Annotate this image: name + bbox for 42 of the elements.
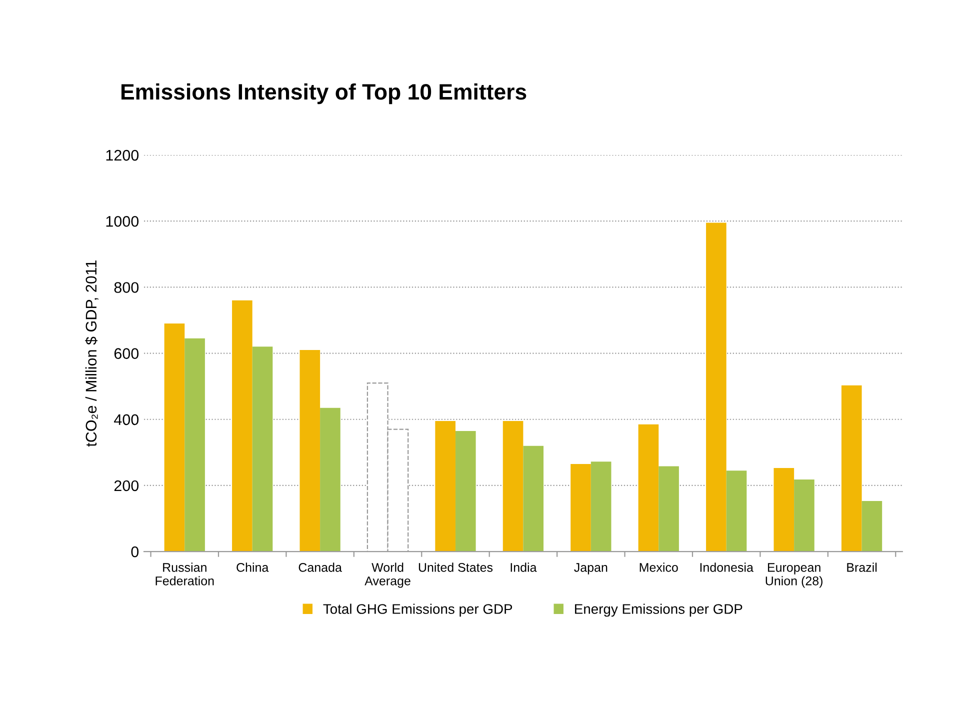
y-tick-label: 1200 <box>106 150 139 161</box>
bar <box>638 424 659 552</box>
bar <box>570 464 591 552</box>
bar <box>726 470 747 552</box>
x-tick-label: World Average <box>364 562 410 588</box>
y-tick-label: 600 <box>114 348 139 359</box>
x-tick-label: United States <box>418 562 493 572</box>
bar <box>841 385 862 552</box>
x-tick-label: China <box>236 562 269 572</box>
legend-label: Energy Emissions per GDP <box>575 604 742 617</box>
y-tick-label: 400 <box>114 414 139 426</box>
x-tick-label: Canada <box>298 562 342 572</box>
bar <box>706 222 726 552</box>
bar <box>252 346 273 552</box>
bar <box>300 350 320 552</box>
chart-title: Emissions Intensity of Top 10 Emitters <box>121 83 526 104</box>
y-tick-label: 1000 <box>106 216 139 227</box>
bar <box>658 466 679 552</box>
bar <box>862 501 882 552</box>
x-tick-label: European Union (28) <box>766 563 822 588</box>
y-tick-label: 200 <box>114 480 139 492</box>
bar <box>774 468 794 552</box>
x-tick-label: Mexico <box>640 562 678 572</box>
bar <box>794 480 814 552</box>
bar <box>523 446 544 552</box>
x-tick-label: Brazil <box>847 562 877 572</box>
bar <box>590 462 612 552</box>
bar <box>232 300 252 552</box>
x-tick-label: India <box>510 562 537 572</box>
bar <box>164 324 185 552</box>
x-tick-label: Indonesia <box>700 562 754 572</box>
bar <box>455 430 476 552</box>
x-tick-label: Russian Federation <box>156 562 214 586</box>
y-tick-label: 0 <box>131 546 139 558</box>
legend-label: Total GHG Emissions per GDP <box>323 604 512 617</box>
bar <box>184 338 205 552</box>
bar <box>435 421 456 552</box>
y-tick-label: 800 <box>114 282 139 293</box>
bar <box>320 408 340 552</box>
x-tick-label: Japan <box>574 563 608 574</box>
y-axis-title: tCO₂e / Million $ GDP, 2011 <box>85 260 98 447</box>
bar <box>502 421 524 552</box>
